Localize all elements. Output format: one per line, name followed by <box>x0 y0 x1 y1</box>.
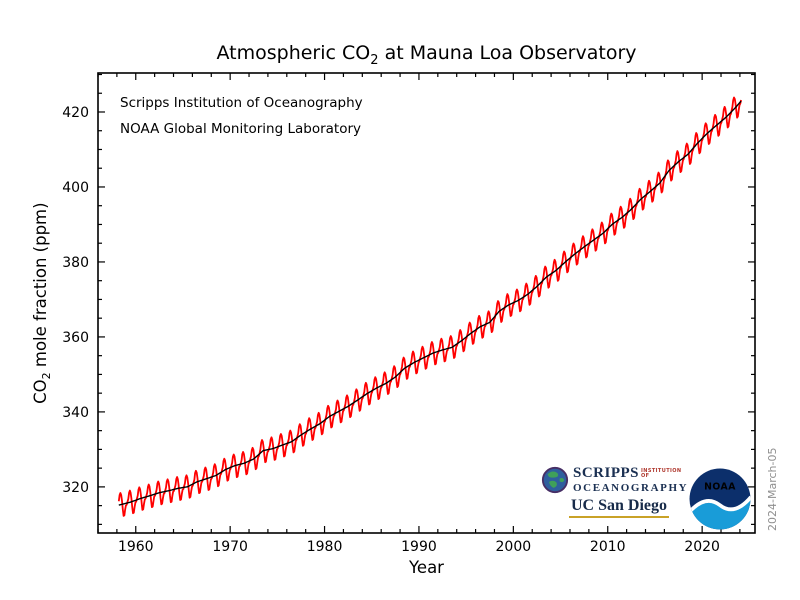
y-tick-label: 340 <box>62 405 89 421</box>
globe-continent-3 <box>559 477 565 483</box>
globe-continent-2 <box>548 480 557 488</box>
credit-line-scripps: Scripps Institution of Oceanography <box>120 95 363 111</box>
axes-layer: 1960 1970 1980 1990 2000 2010 2020 320 340 360 380… <box>62 72 756 555</box>
y-tick-label: 320 <box>62 480 89 496</box>
series-layer <box>117 96 742 517</box>
scripps-logo: SCRIPPS INSTITUTION OF OCEANOGRAPHY UC S… <box>541 466 687 518</box>
x-tick-label: 1960 <box>118 539 154 555</box>
y-tick-label: 380 <box>62 255 89 271</box>
y-axis-label-subscript: 2 <box>40 372 54 380</box>
x-axis-label: Year <box>409 558 444 577</box>
noaa-seagull-icon <box>689 495 751 514</box>
ucsd-wordmark: UC San Diego <box>569 497 670 518</box>
y-tick-label: 360 <box>62 330 89 346</box>
scripps-logo-row: SCRIPPS INSTITUTION OF OCEANOGRAPHY <box>541 466 687 494</box>
scripps-logo-text: SCRIPPS INSTITUTION OF OCEANOGRAPHY <box>573 466 689 495</box>
y-axis-label: CO2 mole fraction (ppm) <box>31 73 53 533</box>
y-axis-label-text: CO <box>30 379 50 404</box>
noaa-logo: NOAA <box>689 468 751 530</box>
scripps-wordmark: SCRIPPS <box>573 465 640 481</box>
chart-title-text: Atmospheric CO <box>216 42 371 64</box>
noaa-logo-text: NOAA <box>704 482 736 493</box>
y-tick-label: 400 <box>62 180 89 196</box>
x-tick-label: 2010 <box>590 539 626 555</box>
credit-line-noaa: NOAA Global Monitoring Laboratory <box>120 121 362 137</box>
chart-title-subscript: 2 <box>370 52 379 68</box>
trend-co2-line <box>118 100 742 506</box>
plot-frame <box>97 72 756 534</box>
x-tick-label: 2020 <box>684 539 720 555</box>
scripps-globe-icon <box>541 466 569 494</box>
x-tick-label: 2000 <box>496 539 532 555</box>
plot-date-stamp: 2024-March-05 <box>766 447 779 531</box>
x-tick-label: 1990 <box>401 539 437 555</box>
y-axis-label-suffix: mole fraction (ppm) <box>30 202 50 373</box>
x-tick-label: 1970 <box>212 539 248 555</box>
scripps-logo-line1: SCRIPPS INSTITUTION OF <box>573 466 688 481</box>
chart-title-suffix: at Mauna Loa Observatory <box>378 42 637 64</box>
noaa-emblem-sea <box>689 497 751 530</box>
y-tick-label: 420 <box>62 105 89 121</box>
scripps-institution-of: INSTITUTION OF <box>641 468 682 479</box>
scripps-oceanography: OCEANOGRAPHY <box>573 482 689 494</box>
chart-title: Atmospheric CO2 at Mauna Loa Observatory <box>98 42 755 68</box>
seasonal-co2-line <box>117 96 742 517</box>
globe-continent-1 <box>547 471 559 478</box>
x-tick-label: 1980 <box>307 539 343 555</box>
